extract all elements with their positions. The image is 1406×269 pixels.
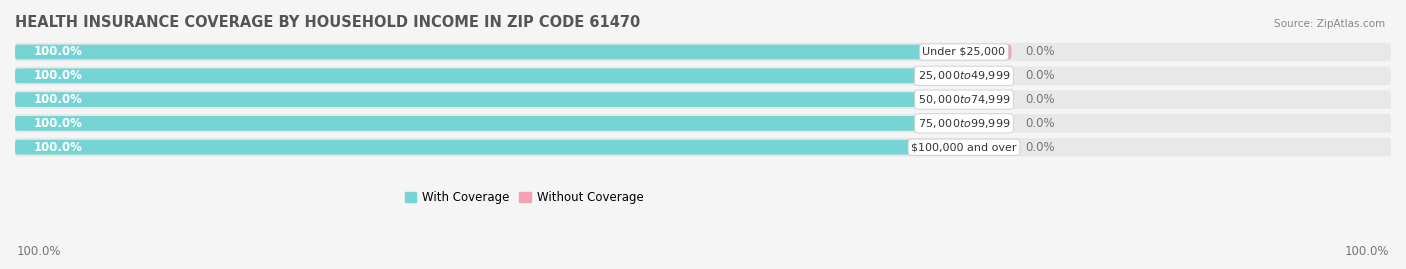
FancyBboxPatch shape xyxy=(965,140,1011,155)
FancyBboxPatch shape xyxy=(15,114,1391,133)
FancyBboxPatch shape xyxy=(15,66,1391,85)
FancyBboxPatch shape xyxy=(965,92,1011,107)
FancyBboxPatch shape xyxy=(15,43,1391,61)
FancyBboxPatch shape xyxy=(965,45,1011,59)
FancyBboxPatch shape xyxy=(15,68,965,83)
Text: 0.0%: 0.0% xyxy=(1025,141,1056,154)
Text: 100.0%: 100.0% xyxy=(1344,245,1389,258)
Text: HEALTH INSURANCE COVERAGE BY HOUSEHOLD INCOME IN ZIP CODE 61470: HEALTH INSURANCE COVERAGE BY HOUSEHOLD I… xyxy=(15,15,640,30)
Text: 100.0%: 100.0% xyxy=(34,69,83,82)
FancyBboxPatch shape xyxy=(965,116,1011,131)
Text: $25,000 to $49,999: $25,000 to $49,999 xyxy=(918,69,1010,82)
FancyBboxPatch shape xyxy=(15,138,1391,157)
Text: 100.0%: 100.0% xyxy=(34,45,83,58)
FancyBboxPatch shape xyxy=(965,68,1011,83)
Text: Source: ZipAtlas.com: Source: ZipAtlas.com xyxy=(1274,19,1385,29)
Text: 100.0%: 100.0% xyxy=(34,117,83,130)
Text: $100,000 and over: $100,000 and over xyxy=(911,142,1017,152)
Text: 100.0%: 100.0% xyxy=(34,141,83,154)
Text: 100.0%: 100.0% xyxy=(34,93,83,106)
Text: $75,000 to $99,999: $75,000 to $99,999 xyxy=(918,117,1010,130)
Text: 0.0%: 0.0% xyxy=(1025,93,1056,106)
Text: 0.0%: 0.0% xyxy=(1025,69,1056,82)
FancyBboxPatch shape xyxy=(15,92,965,107)
FancyBboxPatch shape xyxy=(15,90,1391,109)
Legend: With Coverage, Without Coverage: With Coverage, Without Coverage xyxy=(399,186,648,208)
Text: 100.0%: 100.0% xyxy=(17,245,62,258)
FancyBboxPatch shape xyxy=(15,45,965,59)
Text: Under $25,000: Under $25,000 xyxy=(922,47,1005,57)
FancyBboxPatch shape xyxy=(15,140,965,155)
Text: $50,000 to $74,999: $50,000 to $74,999 xyxy=(918,93,1010,106)
Text: 0.0%: 0.0% xyxy=(1025,117,1056,130)
Text: 0.0%: 0.0% xyxy=(1025,45,1056,58)
FancyBboxPatch shape xyxy=(15,116,965,131)
